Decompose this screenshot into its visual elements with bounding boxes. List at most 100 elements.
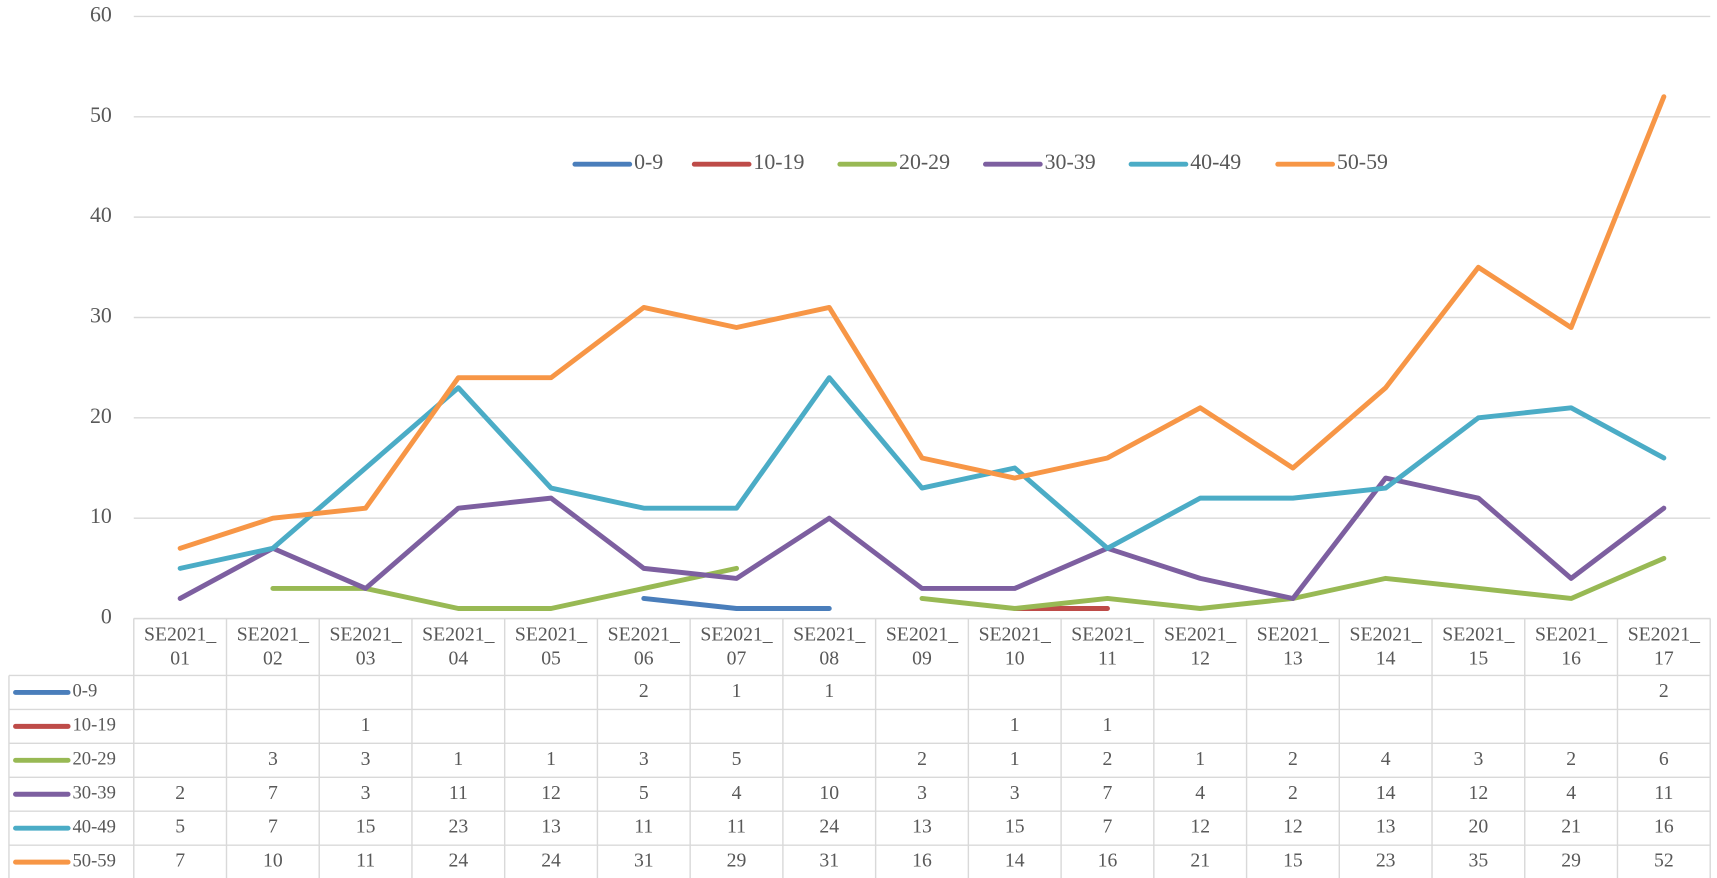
- table-cell: 1: [1195, 748, 1205, 770]
- table-cell: 1: [1010, 714, 1020, 736]
- x-tick-label-box: SE2021_01: [143, 622, 217, 669]
- x-tick-label-box: SE2021_15: [1442, 622, 1515, 669]
- legend-label: 20-29: [899, 149, 950, 174]
- table-cell: 4: [732, 782, 742, 804]
- table-cell: 24: [541, 850, 561, 872]
- table-cell: 23: [1376, 850, 1396, 872]
- table-cell: 3: [1010, 782, 1020, 804]
- table-cell: 12: [1190, 816, 1210, 838]
- table-cell: 1: [546, 748, 556, 770]
- table-cell: 1: [453, 748, 463, 770]
- x-tick-label: SE2021_11: [1071, 622, 1144, 669]
- x-tick-label: SE2021_06: [607, 622, 680, 669]
- table-cell: 2: [1288, 748, 1298, 770]
- table-cell: 1: [732, 680, 742, 702]
- table-cell: 7: [268, 782, 278, 804]
- x-tick-label: SE2021_03: [329, 622, 402, 669]
- table-cell: 2: [917, 748, 927, 770]
- table-cell: 5: [732, 748, 742, 770]
- table-cell: 12: [1469, 782, 1489, 804]
- table-cell: 4: [1566, 782, 1576, 804]
- table-cell: 3: [639, 748, 649, 770]
- table-cell: 11: [727, 816, 746, 838]
- legend-label: 30-39: [1045, 149, 1096, 174]
- y-tick-label: 40: [90, 202, 112, 227]
- table-cell: 21: [1190, 850, 1210, 872]
- table-cell: 52: [1654, 850, 1674, 872]
- table-cell: 24: [448, 850, 468, 872]
- legend-label: 50-59: [1337, 149, 1388, 174]
- x-tick-label-box: SE2021_07: [700, 622, 773, 669]
- table-cell: 10: [263, 850, 283, 872]
- table-cell: 12: [1283, 816, 1303, 838]
- x-tick-label-box: SE2021_05: [514, 622, 588, 669]
- x-tick-label: SE2021_14: [1349, 622, 1422, 669]
- table-cell: 4: [1195, 782, 1205, 804]
- x-tick-label: SE2021_09: [885, 622, 959, 669]
- table-cell: 3: [361, 782, 371, 804]
- table-cell: 16: [1654, 816, 1674, 838]
- legend-label: 10-19: [753, 149, 804, 174]
- legend-label: 40-49: [1190, 149, 1241, 174]
- table-cell: 35: [1469, 850, 1489, 872]
- table-cell: 13: [1376, 816, 1396, 838]
- table-cell: 11: [356, 850, 375, 872]
- x-tick-label-box: SE2021_08: [793, 622, 866, 669]
- x-tick-label: SE2021_02: [236, 622, 309, 669]
- table-cell: 2: [1103, 748, 1113, 770]
- table-cell: 2: [639, 680, 649, 702]
- y-tick-label: 30: [90, 303, 112, 328]
- table-cell: 5: [175, 816, 185, 838]
- table-cell: 10: [819, 782, 839, 804]
- x-tick-label-box: SE2021_09: [885, 622, 959, 669]
- table-row-label: 50-59: [72, 850, 115, 871]
- x-tick-label: SE2021_10: [978, 622, 1051, 669]
- y-tick-label: 0: [101, 604, 112, 629]
- y-tick-label: 10: [90, 503, 112, 528]
- table-cell: 13: [912, 816, 932, 838]
- x-tick-label: SE2021_08: [793, 622, 866, 669]
- x-tick-label: SE2021_15: [1442, 622, 1515, 669]
- table-cell: 2: [1659, 680, 1669, 702]
- y-tick-label: 20: [90, 403, 112, 428]
- table-cell: 16: [912, 850, 932, 872]
- table-cell: 6: [1659, 748, 1669, 770]
- table-cell: 29: [727, 850, 747, 872]
- table-cell: 7: [175, 850, 185, 872]
- table-cell: 3: [917, 782, 927, 804]
- series-line: [177, 475, 1667, 601]
- x-tick-label-box: SE2021_06: [607, 622, 680, 669]
- table-row-label: 40-49: [72, 816, 115, 837]
- table-cell: 15: [356, 816, 376, 838]
- x-tick-label-box: SE2021_12: [1164, 623, 1236, 669]
- x-tick-label-box: SE2021_14: [1349, 622, 1422, 669]
- table-cell: 15: [1005, 816, 1025, 838]
- table-cell: 4: [1381, 748, 1391, 770]
- table-row-label: 20-29: [72, 749, 115, 770]
- table-cell: 7: [1103, 782, 1113, 804]
- x-tick-label-box: SE2021_04: [422, 623, 494, 669]
- table-cell: 21: [1561, 816, 1581, 838]
- table-cell: 11: [634, 816, 653, 838]
- y-tick-label: 60: [90, 1, 112, 26]
- table-cell: 11: [1654, 782, 1673, 804]
- x-tick-label: SE2021_01: [143, 622, 217, 669]
- table-cell: 14: [1376, 782, 1396, 804]
- x-tick-label: SE2021_13: [1256, 622, 1330, 669]
- table-cell: 13: [541, 816, 561, 838]
- x-tick-label: SE2021_05: [514, 622, 588, 669]
- series-line: [177, 375, 1667, 571]
- x-tick-label: SE2021_07: [700, 622, 773, 669]
- table-cell: 7: [268, 816, 278, 838]
- table-cell: 1: [361, 714, 371, 736]
- x-tick-label-box: SE2021_10: [978, 622, 1051, 669]
- series-line: [270, 555, 1667, 611]
- table-row-label: 30-39: [72, 783, 115, 804]
- table-cell: 3: [361, 748, 371, 770]
- table-cell: 16: [1098, 850, 1118, 872]
- table-cell: 2: [175, 782, 185, 804]
- x-tick-label: SE2021_16: [1534, 622, 1608, 669]
- table-cell: 11: [449, 782, 468, 804]
- table-cell: 3: [1473, 748, 1483, 770]
